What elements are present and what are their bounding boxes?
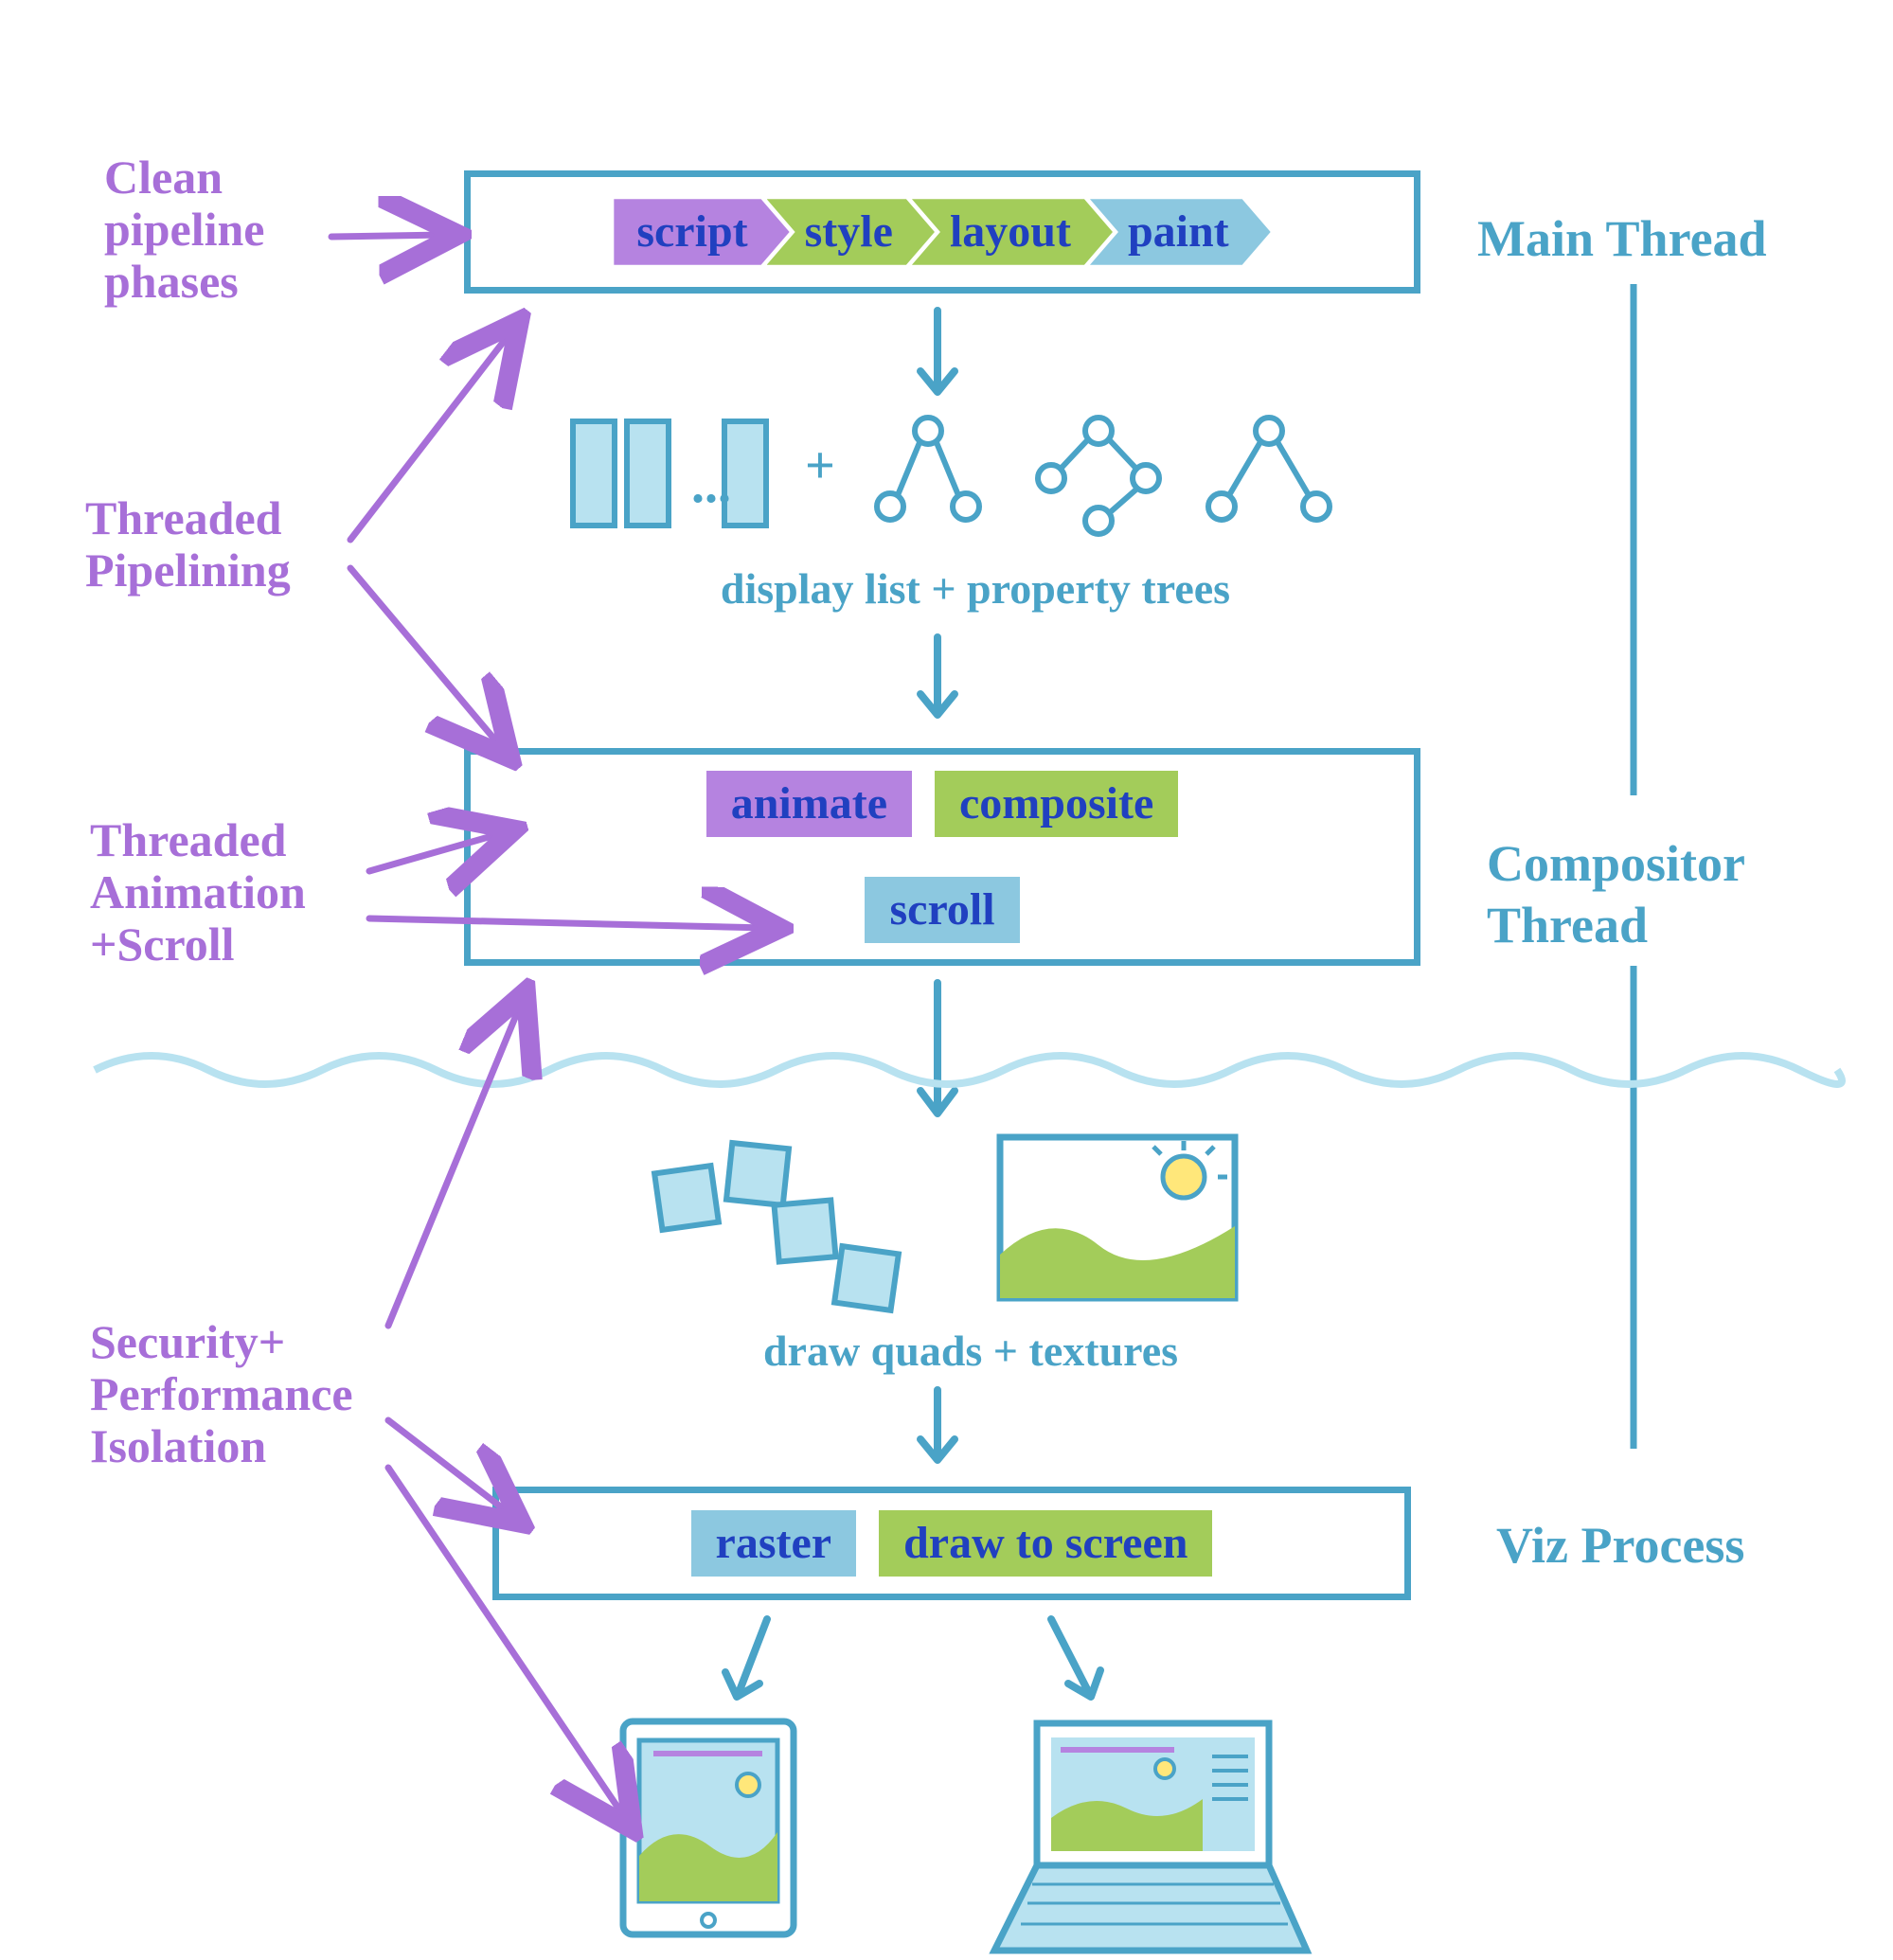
diagram-canvas: Cleanpipelinephases ThreadedPipelining T… (38, 38, 1855, 1829)
purple-arrows (38, 38, 1893, 1905)
